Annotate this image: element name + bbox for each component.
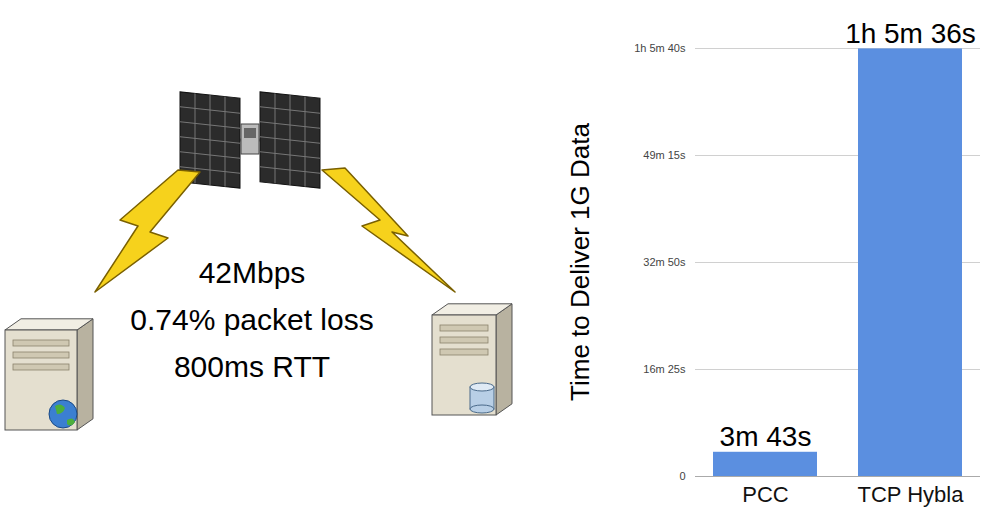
svg-text:0: 0 bbox=[679, 470, 685, 482]
svg-text:800ms RTT: 800ms RTT bbox=[174, 350, 330, 383]
svg-text:1h 5m 36s: 1h 5m 36s bbox=[845, 18, 976, 49]
svg-text:42Mbps: 42Mbps bbox=[199, 256, 306, 289]
html-text:Time to Deliver 1G Data: Time to Deliver 1G Data bbox=[564, 123, 595, 401]
svg-text:0.74% packet loss: 0.74% packet loss bbox=[130, 303, 373, 336]
svg-text:49m 15s: 49m 15s bbox=[643, 149, 686, 161]
svg-text:TCP Hybla: TCP Hybla bbox=[858, 482, 965, 507]
svg-text:16m 25s: 16m 25s bbox=[643, 363, 686, 375]
svg-text:3m 43s: 3m 43s bbox=[720, 421, 812, 452]
svg-text:PCC: PCC bbox=[742, 482, 789, 507]
svg-text:1h 5m 40s: 1h 5m 40s bbox=[634, 42, 686, 54]
svg-text:32m 50s: 32m 50s bbox=[643, 256, 686, 268]
